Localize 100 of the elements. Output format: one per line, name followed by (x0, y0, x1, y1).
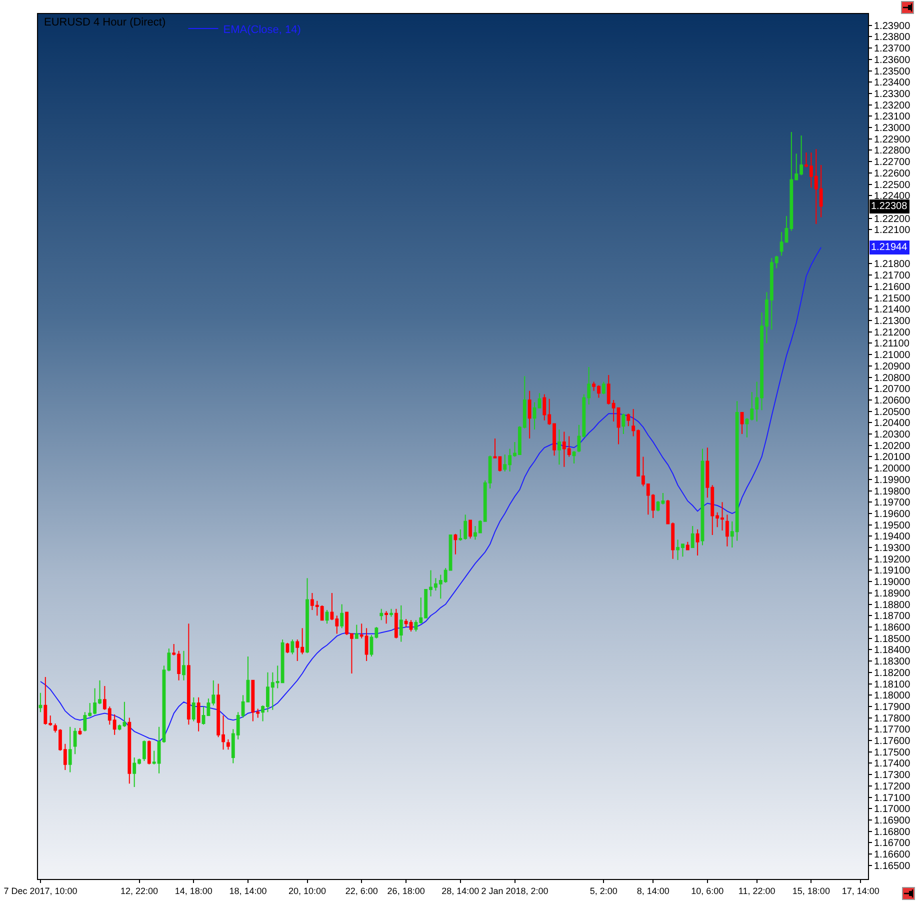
y-tick-label: 1.23000 (874, 123, 911, 134)
candlestick (725, 514, 729, 547)
legend-label: EMA(Close, 14) (223, 24, 301, 36)
x-tick-label: 17, 14:00 (842, 886, 880, 896)
candlestick (325, 609, 329, 624)
y-tick-label: 1.19100 (874, 566, 911, 577)
y-tick-label: 1.21700 (874, 270, 911, 282)
y-tick-label: 1.18200 (874, 668, 911, 679)
y-tick-label: 1.20800 (874, 372, 911, 384)
y-tick-label: 1.17100 (874, 792, 911, 804)
y-tick-label: 1.20000 (874, 464, 911, 475)
candlestick (290, 638, 294, 655)
y-tick-label: 1.19300 (874, 543, 911, 554)
y-tick-label: 1.22800 (874, 146, 911, 157)
y-tick-label: 1.23100 (874, 112, 911, 123)
x-tick-label: 8, 14:00 (636, 886, 670, 896)
candlestick (622, 413, 626, 435)
y-tick-label: 1.16700 (874, 838, 911, 850)
y-tick-label: 1.23600 (874, 54, 911, 66)
x-tick-label: 12, 22:00 (120, 886, 158, 896)
y-tick-label: 1.21300 (874, 316, 911, 327)
candlestick (306, 578, 309, 654)
y-tick-label: 1.17200 (874, 781, 911, 792)
candlestick (626, 413, 630, 427)
y-tick-label: 1.19500 (874, 520, 911, 532)
annotation: 1.22308 (871, 201, 908, 212)
candlestick (686, 541, 690, 550)
x-tick-label: 28, 14:00 (442, 886, 480, 896)
y-tick-label: 1.21400 (874, 304, 911, 316)
candlestick (390, 608, 393, 618)
y-tick-label: 1.17600 (874, 736, 911, 748)
y-tick-label: 1.16800 (874, 826, 911, 838)
candlestick (182, 650, 186, 681)
candlestick (68, 726, 72, 773)
y-tick-label: 1.20400 (874, 418, 911, 430)
y-tick-label: 1.23200 (874, 100, 911, 112)
y-tick-label: 1.18000 (874, 690, 911, 702)
y-tick-label: 1.18700 (874, 611, 911, 622)
x-tick-label: 18, 14:00 (229, 886, 267, 896)
x-tick-label: 5, 2:00 (590, 886, 618, 896)
y-tick-label: 1.22700 (874, 157, 911, 168)
y-tick-label: 1.20100 (874, 452, 911, 464)
y-tick-label: 1.23700 (874, 44, 911, 55)
y-tick-label: 1.22400 (874, 191, 911, 202)
x-tick-label: 7 Dec 2017, 10:00 (4, 886, 78, 896)
x-tick-label: 26, 18:00 (387, 886, 425, 896)
candlestick (602, 381, 606, 395)
y-tick-label: 1.23900 (874, 20, 911, 32)
candlestick (572, 450, 576, 464)
candlestick (147, 740, 151, 765)
y-tick-label: 1.16900 (874, 815, 911, 826)
x-tick-label: 11, 22:00 (738, 886, 776, 896)
y-tick-label: 1.19600 (874, 508, 911, 520)
y-tick-label: 1.20200 (874, 440, 911, 452)
y-tick-label: 1.20900 (874, 361, 911, 372)
y-tick-label: 1.21000 (874, 350, 911, 362)
candlestick (73, 728, 77, 755)
y-tick-label: 1.16500 (874, 860, 911, 872)
y-tick-label: 1.17800 (874, 713, 911, 724)
y-tick-label: 1.19800 (874, 486, 911, 498)
candlestick (394, 608, 398, 639)
y-tick-label: 1.22500 (874, 180, 911, 191)
candlestick (696, 528, 700, 556)
candlestick (380, 608, 384, 621)
candlestick (246, 656, 250, 702)
y-tick-label: 1.18900 (874, 588, 911, 600)
x-tick-label: 10, 6:00 (691, 886, 724, 896)
y-tick-label: 1.17900 (874, 702, 911, 713)
annotation: 1.21944 (871, 242, 908, 253)
x-tick-label: 20, 10:00 (288, 886, 326, 896)
candlestick (78, 728, 82, 736)
y-tick-label: 1.17500 (874, 747, 911, 758)
y-tick-label: 1.22100 (874, 225, 911, 236)
y-tick-label: 1.19400 (874, 532, 911, 543)
candlestick (468, 520, 472, 539)
candlestick (690, 525, 694, 548)
candlestick (528, 390, 532, 440)
candlestick (196, 696, 200, 732)
candlestick (38, 692, 42, 713)
y-tick-label: 1.21800 (874, 259, 911, 270)
candlestick (384, 610, 388, 624)
y-tick-label: 1.22600 (874, 168, 911, 180)
candlestick (532, 402, 536, 430)
y-tick-label: 1.20300 (874, 430, 911, 441)
y-tick-label: 1.23500 (874, 66, 911, 78)
y-tick-label: 1.18400 (874, 645, 911, 656)
y-tick-label: 1.16600 (874, 850, 911, 861)
x-tick-label: 15, 18:00 (792, 886, 830, 896)
y-tick-label: 1.23800 (874, 32, 911, 44)
candlestick (354, 624, 358, 639)
x-tick-label: 14, 18:00 (174, 886, 212, 896)
candlestick (454, 533, 458, 555)
y-tick-label: 1.17700 (874, 724, 911, 736)
line-series (40, 246, 822, 742)
y-tick-label: 1.19700 (874, 498, 911, 509)
y-tick-label: 1.23400 (874, 78, 911, 89)
candlestick (399, 604, 403, 642)
candlestick (122, 701, 126, 728)
candlestick (538, 392, 542, 408)
candlestick (661, 492, 665, 504)
